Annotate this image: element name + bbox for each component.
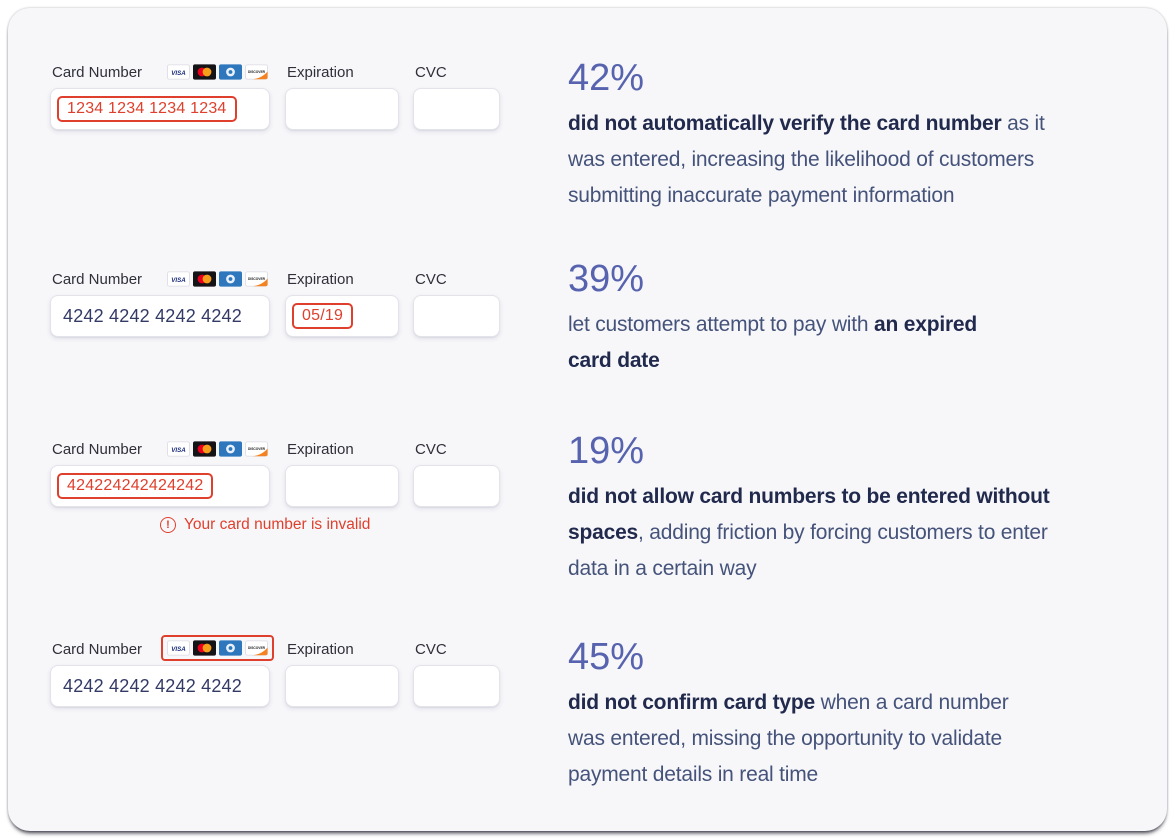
stat-percent: 39%: [568, 258, 645, 300]
expiration-field: Expiration 05/19: [285, 270, 399, 337]
stat-description-line: was entered, increasing the likelihood o…: [568, 148, 1035, 171]
cvc-input[interactable]: [413, 665, 500, 707]
stat-description-line: submitting inaccurate payment informatio…: [568, 184, 955, 207]
form-row-4: Card Number VISA DISCOVER 4242 4242 4242…: [50, 635, 510, 760]
stat-description-line: was entered, missing the opportunity to …: [568, 727, 1002, 750]
expiration-label: Expiration: [287, 441, 354, 458]
visa-icon: VISA: [167, 64, 190, 80]
svg-text:DISCOVER: DISCOVER: [248, 646, 266, 650]
cvc-input[interactable]: [413, 295, 500, 337]
mastercard-icon: [193, 271, 216, 287]
card-number-value: 4242 4242 4242 4242: [63, 675, 242, 696]
stat-block-3: 19% did not allow card numbers to be ent…: [568, 429, 1128, 587]
stat-percent: 42%: [568, 57, 645, 99]
stat-block-1: 42% did not automatically verify the car…: [568, 56, 1128, 214]
expiration-field: Expiration: [285, 63, 399, 130]
cvc-field: CVC: [413, 440, 500, 507]
card-brand-icons: VISA DISCOVER: [167, 441, 268, 457]
card-brand-icons: VISA DISCOVER: [167, 64, 268, 80]
error-alert-icon: !: [160, 517, 176, 533]
visa-icon: VISA: [167, 441, 190, 457]
cvc-label: CVC: [415, 271, 447, 288]
stat-description-line: card date: [568, 349, 660, 372]
card-number-field: Card Number VISA DISCOVER 4242 4242 4242…: [50, 270, 270, 337]
expiration-label: Expiration: [287, 641, 354, 658]
cvc-label: CVC: [415, 441, 447, 458]
stat-description-line: did not allow card numbers to be entered…: [568, 485, 1050, 508]
invalid-value-box: 05/19: [292, 303, 354, 329]
stat-percent: 19%: [568, 430, 645, 472]
validation-error: ! Your card number is invalid: [160, 516, 370, 534]
card-number-label: Card Number: [52, 441, 143, 458]
svg-text:VISA: VISA: [171, 70, 186, 77]
expiration-label: Expiration: [287, 64, 354, 81]
expiration-input[interactable]: [285, 465, 399, 507]
card-number-field: Card Number VISA DISCOVER 4242 4242 4242…: [50, 635, 274, 707]
stat-percent: 45%: [568, 636, 645, 678]
cvc-input[interactable]: [413, 88, 500, 130]
invalid-value-box: 424224242424242: [57, 473, 214, 499]
mastercard-icon: [193, 441, 216, 457]
stat-description-line: did not confirm card type when a card nu…: [568, 691, 1009, 714]
stat-block-2: 39% let customers attempt to pay with an…: [568, 257, 1128, 379]
amex-icon: [219, 64, 242, 80]
form-row-2: Card Number VISA DISCOVER 4242 4242 4242…: [50, 270, 510, 390]
stat-description-line: spaces, adding friction by forcing custo…: [568, 521, 1048, 544]
error-message: Your card number is invalid: [184, 516, 371, 533]
expiration-input[interactable]: [285, 665, 399, 707]
discover-icon: DISCOVER: [245, 64, 268, 80]
cvc-field: CVC: [413, 640, 500, 707]
svg-text:VISA: VISA: [171, 277, 186, 284]
svg-text:DISCOVER: DISCOVER: [248, 70, 266, 74]
card-number-input[interactable]: 4242 4242 4242 4242: [50, 295, 270, 337]
cvc-label: CVC: [415, 64, 447, 81]
amex-icon: [219, 441, 242, 457]
card-brand-icons: VISA DISCOVER: [167, 640, 268, 656]
form-row-3: Card Number VISA DISCOVER 42422424242424…: [50, 440, 510, 560]
form-row-1: Card Number VISA DISCOVER 1234 1234 1234…: [50, 63, 510, 183]
stat-description-line: payment details in real time: [568, 763, 819, 786]
amex-icon: [219, 271, 242, 287]
mastercard-icon: [193, 640, 216, 656]
discover-icon: DISCOVER: [245, 640, 268, 656]
expiration-field: Expiration: [285, 640, 399, 707]
svg-text:DISCOVER: DISCOVER: [248, 277, 266, 281]
card-number-field: Card Number VISA DISCOVER 42422424242424…: [50, 440, 270, 507]
cvc-field: CVC: [413, 63, 500, 130]
card-number-value: 4242 4242 4242 4242: [63, 305, 242, 326]
cvc-label: CVC: [415, 641, 447, 658]
mastercard-icon: [193, 64, 216, 80]
card-brand-icons: VISA DISCOVER: [167, 271, 268, 287]
card-number-field: Card Number VISA DISCOVER 1234 1234 1234…: [50, 63, 270, 130]
stat-description-line: data in a certain way: [568, 557, 757, 580]
expiration-input[interactable]: 05/19: [285, 295, 399, 337]
card-number-label: Card Number: [52, 641, 143, 658]
visa-icon: VISA: [167, 271, 190, 287]
card-number-label: Card Number: [52, 271, 143, 288]
expiration-label: Expiration: [287, 271, 354, 288]
svg-text:VISA: VISA: [171, 646, 186, 653]
card-number-input[interactable]: 1234 1234 1234 1234: [50, 88, 270, 130]
card-number-input[interactable]: 424224242424242: [50, 465, 270, 507]
card-number-input[interactable]: 4242 4242 4242 4242: [50, 665, 270, 707]
stat-block-4: 45% did not confirm card type when a car…: [568, 635, 1128, 793]
expiration-input[interactable]: [285, 88, 399, 130]
amex-icon: [219, 640, 242, 656]
cvc-input[interactable]: [413, 465, 500, 507]
discover-icon: DISCOVER: [245, 441, 268, 457]
expiration-field: Expiration: [285, 440, 399, 507]
stat-description-line: did not automatically verify the card nu…: [568, 112, 1045, 135]
visa-icon: VISA: [167, 640, 190, 656]
discover-icon: DISCOVER: [245, 271, 268, 287]
svg-text:DISCOVER: DISCOVER: [248, 447, 266, 451]
invalid-value-box: 1234 1234 1234 1234: [57, 96, 237, 122]
stat-description-line: let customers attempt to pay with an exp…: [568, 313, 978, 336]
cvc-field: CVC: [413, 270, 500, 337]
svg-text:VISA: VISA: [171, 447, 186, 454]
card-brand-highlight-box: VISA DISCOVER: [161, 635, 274, 661]
card-number-label: Card Number: [52, 64, 143, 81]
